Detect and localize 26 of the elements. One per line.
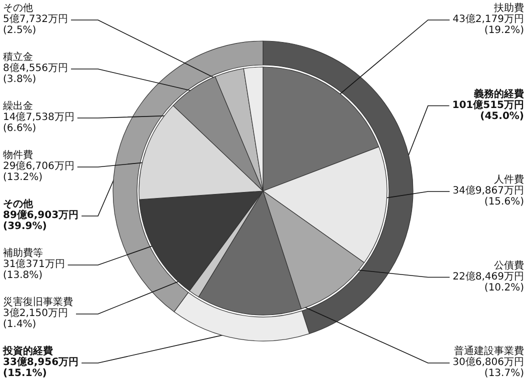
data-label: 33億8,956万円 (15.1%)	[3, 356, 79, 379]
data-label: 14億7,538万円 (6.6%)	[3, 111, 74, 134]
slice-label: 補助費等	[3, 247, 43, 259]
data-label: 30億6,806万円 (13.7%)	[452, 356, 524, 379]
data-label: 5億7,732万円 (2.5%)	[3, 13, 68, 36]
slice-label: その他	[3, 198, 34, 210]
slice-label: 物件費	[3, 149, 33, 161]
slice-label: 扶助費	[493, 2, 524, 14]
slice-label: 災害復旧事業費	[3, 296, 73, 308]
slice-label: 人件費	[494, 174, 524, 186]
slice-label: 義務的経費	[473, 88, 524, 100]
slice-label: 繰出金	[2, 100, 33, 112]
data-label: 22億8,469万円 (10.2%)	[452, 270, 524, 294]
data-label: 31億371万円 (13.8%)	[3, 258, 65, 281]
data-label: 3億2,150万円 (1.4%)	[3, 307, 68, 330]
data-label: 43億2,179万円 (19.2%)	[452, 13, 524, 36]
data-label: 101億515万円 (45.0%)	[452, 98, 524, 122]
slice-label: 投資的経費	[2, 345, 53, 357]
data-label: 34億9,867万円 (15.6%)	[452, 184, 524, 208]
slice-label: 公債費	[494, 259, 524, 272]
data-label: 89億6,903万円 (39.9%)	[3, 209, 79, 232]
data-label: 8億4,556万円 (3.8%)	[3, 62, 68, 85]
slice-label: その他	[3, 2, 33, 14]
slice-label: 普通建設事業費	[454, 345, 524, 357]
slice-label: 積立金	[3, 51, 33, 63]
data-label: 29億6,706万円 (13.2%)	[3, 160, 74, 183]
